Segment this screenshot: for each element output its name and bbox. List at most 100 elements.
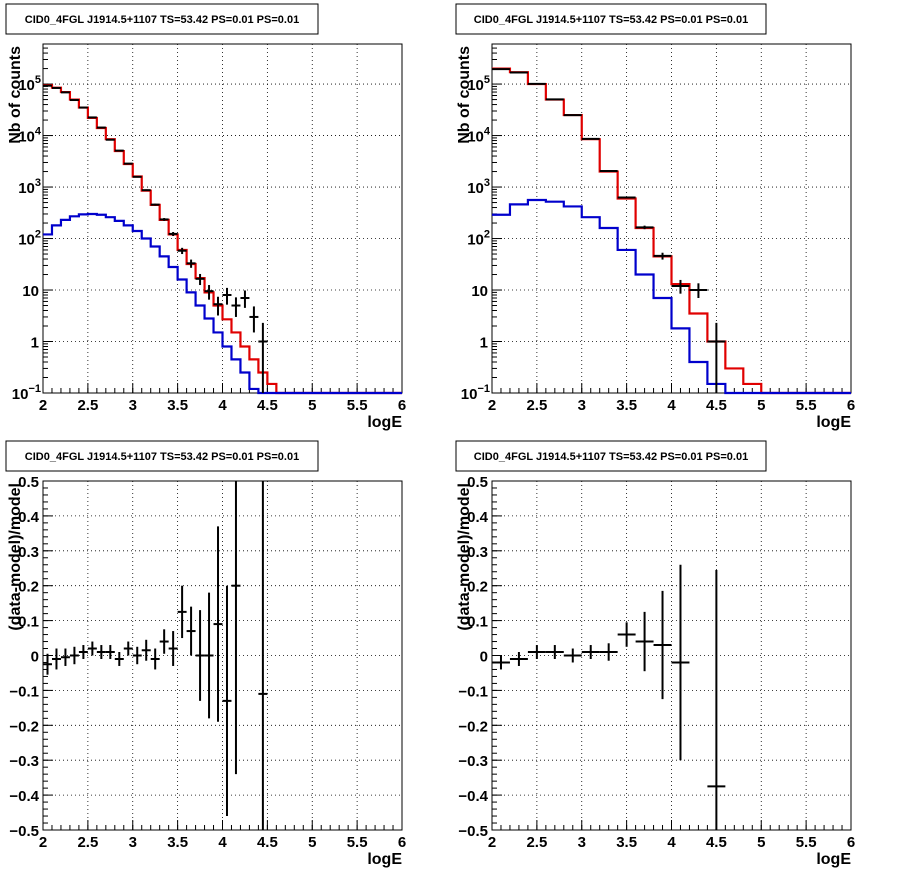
x-tick-label: 5 [308, 397, 316, 414]
x-tick-label: 2 [39, 834, 47, 851]
x-tick-label: 2 [488, 834, 496, 851]
data-point [123, 641, 133, 656]
data-point [527, 645, 546, 659]
y-tick-label: −0.4 [9, 788, 39, 805]
x-tick-label: 3 [129, 834, 137, 851]
data-point [222, 585, 232, 817]
y-tick-label: 0.5 [18, 474, 39, 491]
data-point [96, 126, 106, 129]
chart-title: CID0_4FGL J1914.5+1107 TS=53.42 PS=0.01 … [474, 14, 748, 26]
data-point [707, 569, 726, 830]
y-tick-label: 0.4 [18, 509, 40, 526]
data-point [105, 645, 115, 659]
data-point [617, 196, 636, 199]
data-point [78, 645, 88, 659]
data-point [159, 629, 169, 654]
data-point [159, 218, 169, 221]
data-point [186, 259, 196, 268]
chart-3: CID0_4FGL J1914.5+1107 TS=53.42 PS=0.01 … [5, 440, 406, 868]
data-point [204, 285, 214, 300]
y-tick-label: −0.2 [458, 718, 488, 735]
y-tick-label: 0.1 [467, 614, 488, 631]
data-point [581, 645, 600, 659]
series-step-1 [492, 67, 851, 395]
data-point [69, 646, 79, 665]
data-point [168, 231, 178, 236]
x-tick-label: 2 [39, 397, 47, 414]
data-point [150, 203, 160, 206]
data-point [599, 643, 618, 661]
x-tick-label: 5.5 [796, 397, 817, 414]
data-point [599, 169, 618, 172]
y-tick-label: 10−1 [461, 383, 490, 403]
y-tick-label: 1 [31, 335, 39, 352]
x-axis-title: logE [367, 414, 402, 431]
data-point [114, 149, 124, 152]
data-point [195, 273, 205, 286]
x-axis-title: logE [816, 851, 851, 868]
y-tick-label: 0.5 [467, 474, 488, 491]
y-tick-label: 0.3 [467, 544, 488, 561]
data-point [177, 247, 187, 255]
x-tick-label: 6 [847, 834, 855, 851]
x-tick-label: 5 [757, 834, 765, 851]
data-point [635, 225, 654, 230]
y-tick-label: −0.3 [458, 753, 488, 770]
y-tick-label: 102 [18, 229, 41, 249]
y-tick-label: 0.4 [467, 509, 489, 526]
x-tick-label: 4.5 [257, 834, 278, 851]
data-point [222, 287, 232, 305]
x-tick-label: 4 [667, 397, 676, 414]
data-point [168, 631, 178, 666]
y-tick-label: 0 [480, 649, 488, 666]
data-point [96, 645, 106, 659]
chart-4: CID0_4FGL J1914.5+1107 TS=53.42 PS=0.01 … [455, 440, 855, 868]
data-point [545, 645, 564, 659]
data-point [204, 592, 214, 719]
y-tick-label: −0.5 [458, 823, 488, 840]
title-box [5, 440, 319, 472]
x-tick-label: 3.5 [167, 397, 188, 414]
x-tick-label: 3 [578, 834, 586, 851]
title-box [455, 3, 767, 35]
y-tick-label: 105 [18, 74, 41, 94]
y-axis-title: (data-model)/model [7, 483, 24, 631]
data-point [43, 653, 52, 675]
y-tick-label: −0.5 [9, 823, 39, 840]
y-tick-label: 102 [467, 229, 490, 249]
data-point [213, 296, 223, 316]
series-step-2 [43, 212, 402, 395]
data-point [653, 252, 672, 260]
x-tick-label: 5.5 [347, 397, 368, 414]
data-point [195, 610, 205, 701]
y-tick-label: 1 [480, 335, 488, 352]
y-axis-title: Nb of counts [456, 46, 473, 144]
data-point [87, 641, 97, 656]
y-tick-label: 103 [467, 177, 490, 197]
data-point [617, 622, 636, 647]
y-tick-label: 0 [31, 649, 39, 666]
y-tick-label: 10 [471, 283, 488, 300]
x-tick-label: 3.5 [167, 834, 188, 851]
y-tick-label: −0.3 [9, 753, 39, 770]
data-point [123, 162, 133, 165]
y-tick-label: 103 [18, 177, 41, 197]
data-point [150, 648, 160, 670]
y-tick-label: 105 [467, 74, 490, 94]
data-point [51, 648, 61, 670]
x-tick-label: 5 [757, 397, 765, 414]
y-axis-title: Nb of counts [7, 46, 24, 144]
y-axis-title: (data-model)/model [456, 483, 473, 631]
chart-1: CID0_4FGL J1914.5+1107 TS=53.42 PS=0.01 … [5, 3, 406, 431]
data-point [87, 116, 97, 119]
x-tick-label: 2.5 [77, 397, 98, 414]
data-point [492, 655, 510, 670]
x-tick-label: 4 [667, 834, 676, 851]
x-tick-label: 5.5 [347, 834, 368, 851]
y-tick-label: 0.3 [18, 544, 39, 561]
x-tick-label: 4.5 [706, 834, 727, 851]
data-point [177, 585, 187, 639]
x-tick-label: 6 [847, 397, 855, 414]
data-point [231, 481, 241, 775]
y-tick-label: −0.1 [458, 683, 488, 700]
